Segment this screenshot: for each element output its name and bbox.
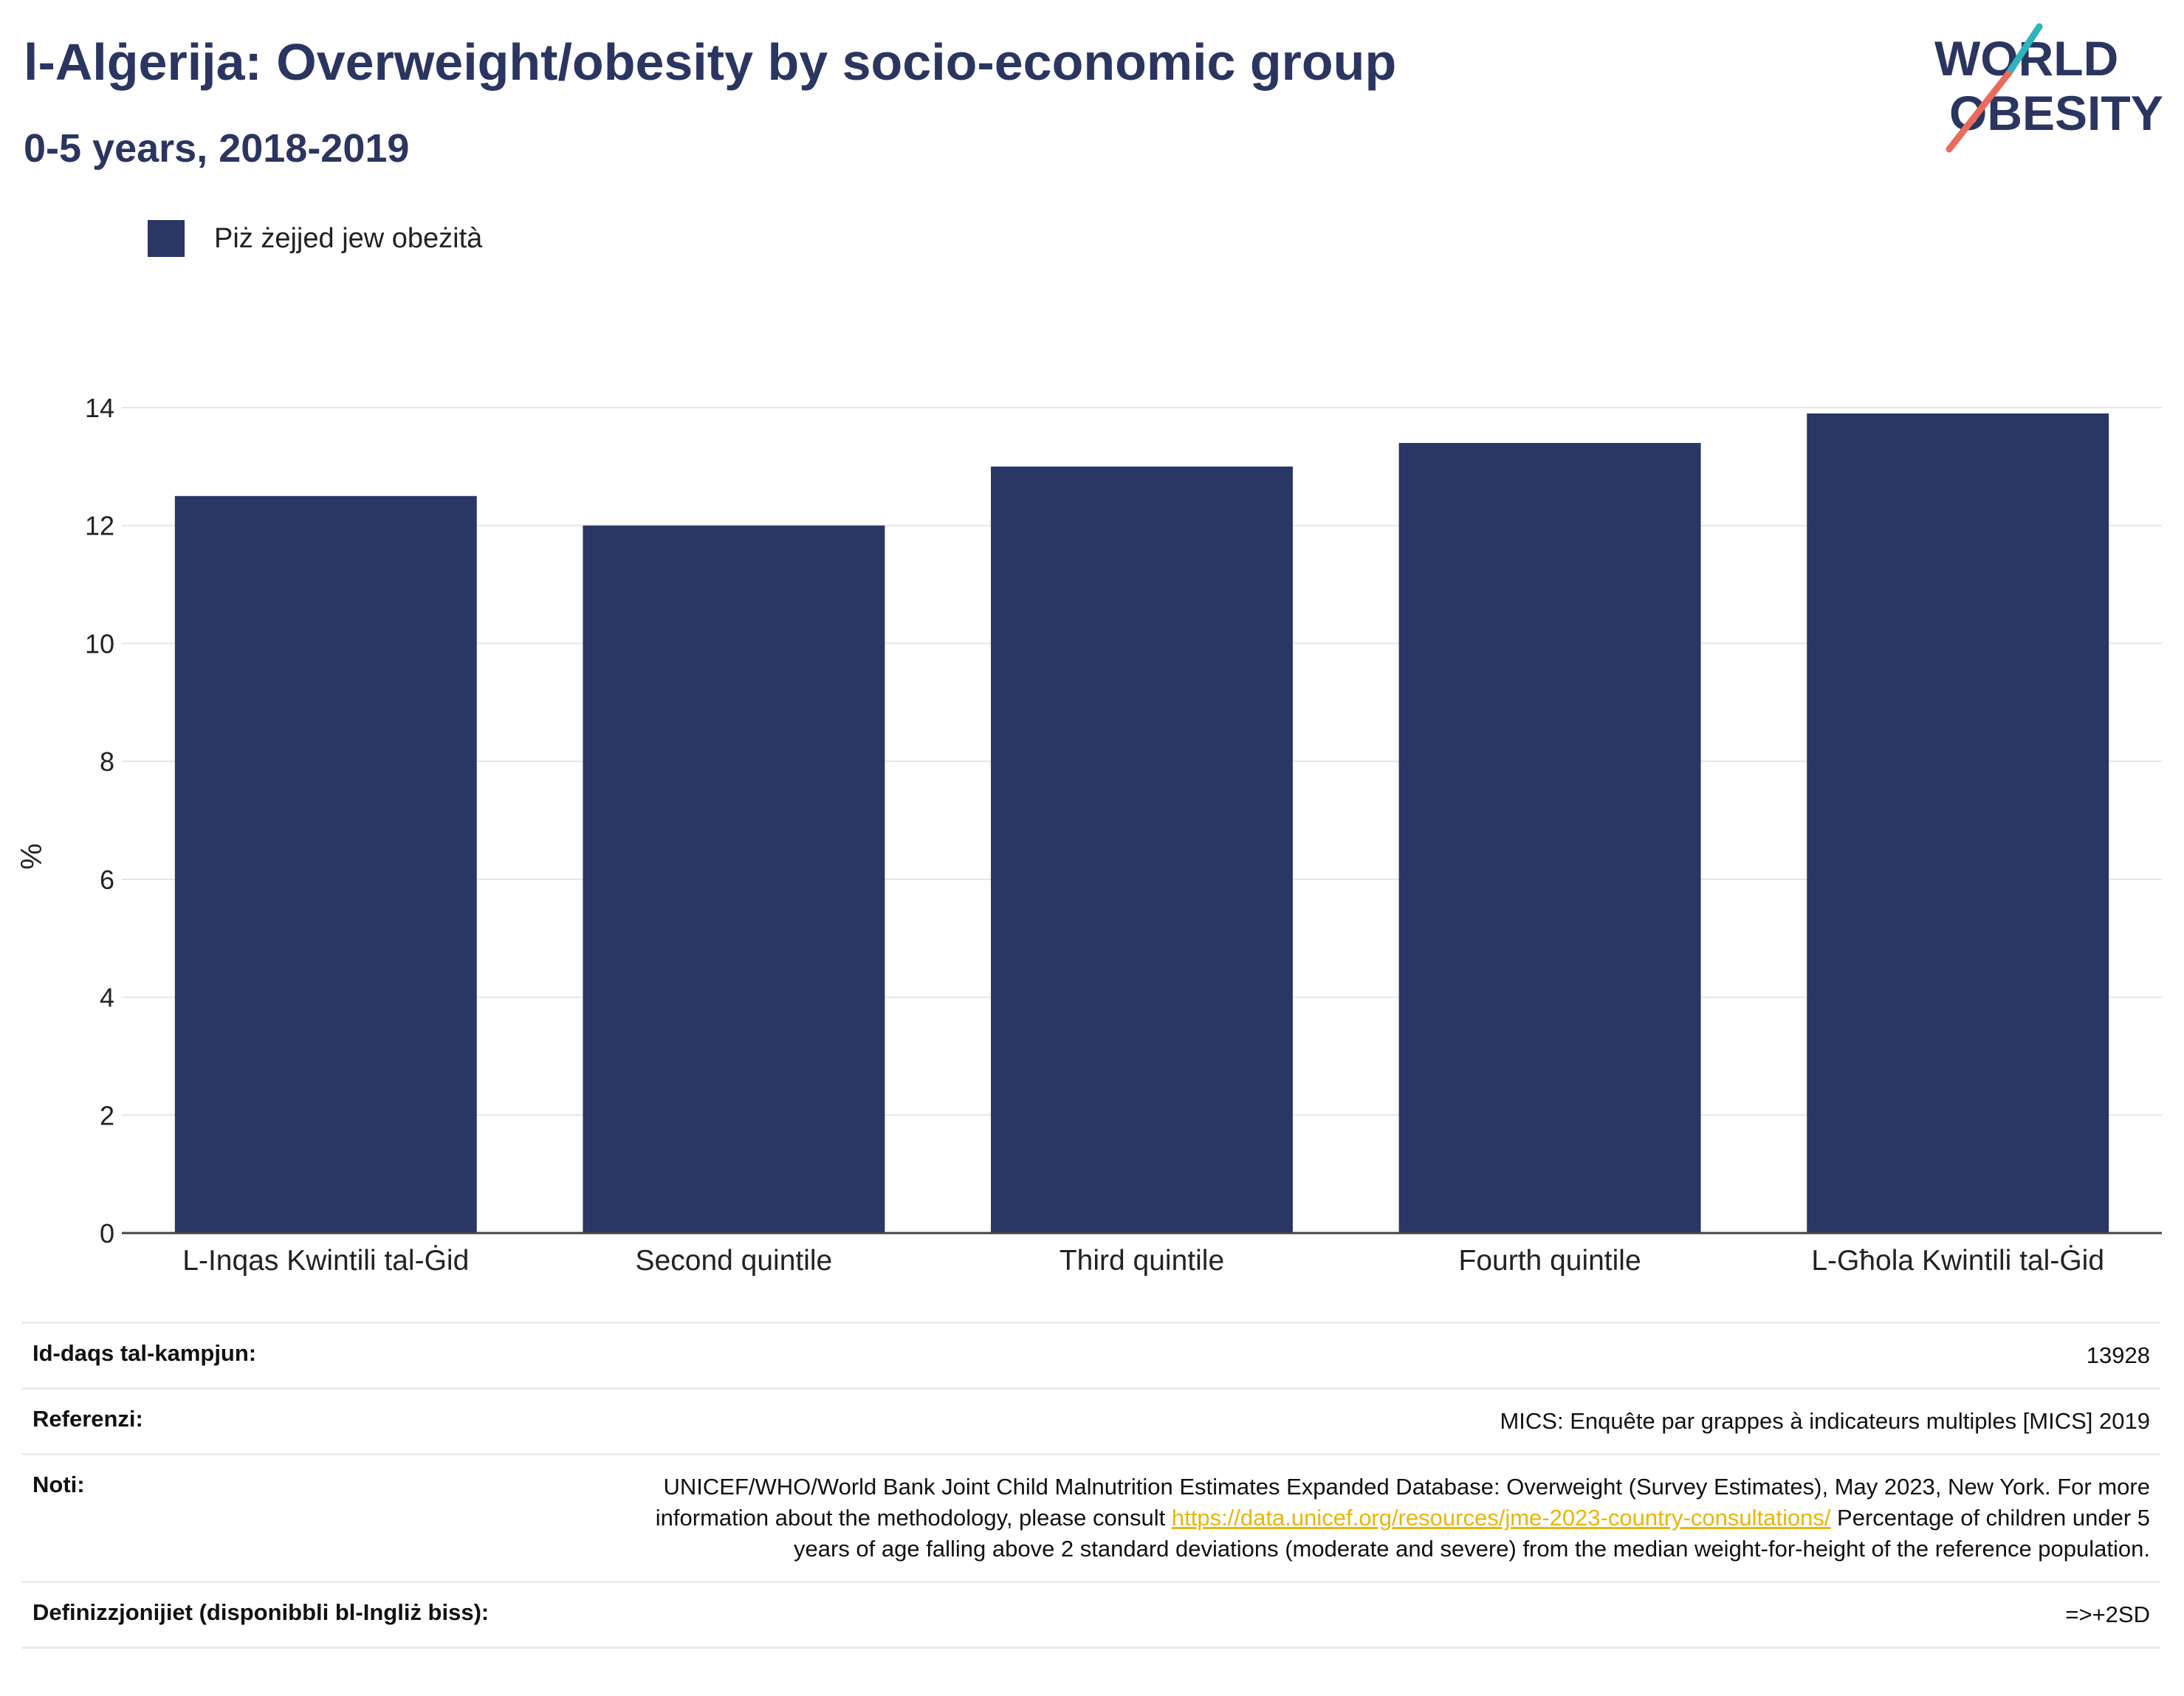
meta-value: =>+2SD [619, 1581, 2160, 1649]
bar [991, 466, 1293, 1233]
bar [1398, 442, 1701, 1233]
logo-text-obesity: OBESITY [1949, 86, 2163, 140]
x-tick-label: L-Għola Kwintili tal-Ġid [1811, 1244, 2104, 1277]
meta-value: MICS: Enquête par grappes à indicateurs … [619, 1387, 2160, 1455]
meta-row-notes: Noti: UNICEF/WHO/World Bank Joint Child … [22, 1453, 2160, 1583]
notes-link[interactable]: https://data.unicef.org/resources/jme-20… [1171, 1505, 1831, 1531]
meta-row-references: Referenzi: MICS: Enquête par grappes à i… [22, 1387, 2160, 1455]
world-obesity-logo: WORLD OBESITY [1934, 23, 2163, 153]
logo-text-world: WORLD [1934, 31, 2118, 86]
bar [1807, 413, 2109, 1233]
meta-key: Noti: [22, 1453, 619, 1583]
logo-slash-teal-icon [2005, 23, 2043, 78]
x-tick-label: Fourth quintile [1459, 1245, 1641, 1277]
bar [583, 525, 885, 1233]
bar-chart: 0 2 4 6 8 10 12 14% L-Inqas Kwintili tal-Ġid Seco… [16, 393, 2162, 1277]
meta-row-definitions: Definizzjonijiet (disponibbli bl-Ingliż … [22, 1581, 2160, 1649]
x-tick-label: Second quintile [636, 1245, 833, 1277]
meta-key: Definizzjonijiet (disponibbli bl-Ingliż … [22, 1581, 619, 1649]
y-tick-label: 10 [85, 628, 114, 659]
meta-row-sample-size: Id-daqs tal-kampjun: 13928 [22, 1322, 2160, 1390]
y-tick-label: 4 [100, 983, 114, 1013]
x-tick-label: Third quintile [1060, 1245, 1224, 1277]
legend-swatch [148, 220, 185, 257]
y-tick-label: 6 [100, 865, 114, 895]
meta-key: Id-daqs tal-kampjun: [22, 1322, 619, 1390]
meta-key: Referenzi: [22, 1387, 619, 1455]
meta-value: UNICEF/WHO/World Bank Joint Child Malnut… [619, 1453, 2160, 1583]
bar [174, 495, 477, 1233]
notes-text-pre: UNICEF/WHO/World Bank Joint Child Malnut… [655, 1474, 2150, 1531]
y-tick-label: 8 [100, 746, 114, 777]
chart-title: l-Alġerija: Overweight/obesity by socio-… [24, 33, 1397, 91]
y-tick-label: 2 [100, 1100, 114, 1130]
y-tick-label: 12 [85, 511, 114, 541]
legend-label: Piż żejjed jew obeżità [214, 222, 483, 254]
chart-legend: Piż żejjed jew obeżità [148, 220, 482, 257]
y-tick-label: 0 [100, 1218, 114, 1249]
logo-slash-coral-icon [1946, 70, 2012, 153]
chart-subtitle: 0-5 years, 2018-2019 [24, 126, 410, 171]
notes-text-post: Percentage of children under 5 years of … [794, 1505, 2150, 1562]
y-tick-label: 14 [85, 393, 114, 423]
metadata-table: Id-daqs tal-kampjun: 13928 Referenzi: MI… [22, 1322, 2160, 1649]
meta-value: 13928 [619, 1322, 2160, 1390]
y-axis-label: % [16, 843, 48, 870]
x-tick-label: L-Inqas Kwintili tal-Ġid [182, 1244, 469, 1277]
